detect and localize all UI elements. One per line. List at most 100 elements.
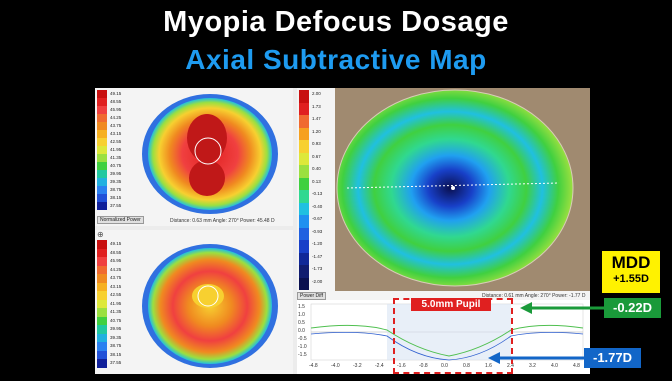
scale-label: 41.95 xyxy=(110,147,122,152)
y-tick-label: -1.5 xyxy=(298,352,307,358)
x-tick-label: -1.6 xyxy=(397,363,406,369)
scale-swatch xyxy=(97,282,107,291)
power-diff-button[interactable]: Power Diff xyxy=(297,292,326,300)
scale-swatch xyxy=(97,122,107,130)
scale-swatch xyxy=(97,325,107,334)
scale-swatch xyxy=(299,202,309,215)
map-panel-bottom-left: 49.15 48.55 45.95 44.25 43.75 43.15 42.55 41.95… xyxy=(95,230,293,374)
scale-swatch xyxy=(299,190,309,203)
pupil-label: 5.0mm Pupil xyxy=(411,298,491,311)
scale-label: -1.47 xyxy=(312,253,323,259)
x-tick-label: -3.2 xyxy=(353,363,362,369)
scale-label: -1.73 xyxy=(312,266,323,271)
scale-swatch xyxy=(97,186,107,194)
scale-label: 41.35 xyxy=(110,309,122,314)
scale-label: 1.20 xyxy=(312,128,321,134)
scale-label: 39.95 xyxy=(110,171,122,176)
scale-swatch xyxy=(97,138,107,146)
scale-swatch xyxy=(97,274,107,283)
x-tick-label: -2.4 xyxy=(375,363,384,369)
scale-swatch xyxy=(97,170,107,178)
scale-swatch xyxy=(97,98,107,106)
scale-swatch xyxy=(97,291,107,300)
scale-label: -2.00 xyxy=(312,278,323,284)
scale-swatch xyxy=(97,162,107,170)
scale-swatch xyxy=(299,115,309,128)
x-tick-label: 1.6 xyxy=(485,363,492,369)
scale-swatch xyxy=(299,177,309,190)
mdd-badge: MDD +1.55D xyxy=(602,251,660,293)
x-tick-label: 4.0 xyxy=(551,363,558,369)
scale-label: 39.35 xyxy=(110,334,122,340)
subtractive-map-panel: 2.00 1.73 1.47 1.20 0.93 0.67 0.40 0.13 -0.13 -0.… xyxy=(297,88,590,298)
crosshair-icon[interactable]: ⊕ xyxy=(97,230,104,239)
x-tick-label: -4.0 xyxy=(331,363,340,369)
scale-swatch xyxy=(97,154,107,162)
scale-label: 37.55 xyxy=(110,360,122,365)
scale-swatch xyxy=(299,265,309,278)
scale-swatch xyxy=(97,350,107,359)
scale-label: 41.35 xyxy=(110,155,122,160)
scale-label: 42.55 xyxy=(110,139,122,144)
scale-swatch xyxy=(299,90,309,103)
scale-swatch xyxy=(299,165,309,178)
x-tick-label: 0.0 xyxy=(441,363,448,369)
scale-swatch xyxy=(97,146,107,154)
normalized-power-map-bottom xyxy=(142,244,278,368)
scale-swatch xyxy=(299,252,309,265)
normalized-power-button[interactable]: Normalized Power xyxy=(97,216,144,224)
green-value-tag: -0.22D xyxy=(604,298,661,318)
scale-swatch xyxy=(97,114,107,122)
y-tick-label: -1.0 xyxy=(298,344,307,350)
scale-label: 44.25 xyxy=(110,266,122,272)
profile-graph xyxy=(310,303,584,361)
y-tick-label: 0.5 xyxy=(298,320,305,326)
x-tick-label: -4.8 xyxy=(309,363,318,369)
y-tick-label: 1.0 xyxy=(298,312,305,318)
scale-label: 44.25 xyxy=(110,115,122,120)
x-tick-label: -0.8 xyxy=(419,363,428,369)
scale-swatch xyxy=(97,265,107,274)
map-panel-top-left: 49.15 48.55 45.95 44.25 43.75 43.15 42.55 41.95… xyxy=(95,88,293,226)
scale-label: 1.47 xyxy=(312,116,321,121)
scale-label: -1.20 xyxy=(312,241,323,246)
scale-swatch xyxy=(97,194,107,202)
status-readout-top: Distance: 0.63 mm Angle: 270° Power: 45.… xyxy=(170,218,275,224)
scale-label: 2.00 xyxy=(312,91,321,96)
scale-label: 45.95 xyxy=(110,258,122,263)
right-status-bar: Power Diff Distance: 0.61 mm Angle: 270°… xyxy=(297,291,590,300)
topography-app-window: 49.15 48.55 45.95 44.25 43.75 43.15 42.55 41.95… xyxy=(95,88,590,374)
scale-label: 43.15 xyxy=(110,131,122,136)
x-tick-label: 2.4 xyxy=(507,363,514,369)
scale-label: -0.93 xyxy=(312,228,323,234)
scale-label: 43.15 xyxy=(110,283,122,289)
scale-swatch xyxy=(299,102,309,115)
x-tick-label: 4.8 xyxy=(573,363,580,369)
scale-label: 0.40 xyxy=(312,166,321,171)
scale-swatch xyxy=(97,333,107,342)
scale-swatch xyxy=(299,227,309,240)
scale-label: 1.73 xyxy=(312,103,321,109)
scale-swatch xyxy=(97,316,107,325)
scale-label: 0.67 xyxy=(312,153,321,159)
x-tick-label: 3.2 xyxy=(529,363,536,369)
scale-swatch xyxy=(97,90,107,98)
scale-label: 37.55 xyxy=(110,203,122,208)
scale-label: 49.15 xyxy=(110,241,122,246)
y-tick-label: 0.0 xyxy=(298,328,305,334)
scale-label: 48.55 xyxy=(110,249,122,255)
mdd-value: +1.55D xyxy=(613,273,649,285)
scale-swatch xyxy=(97,342,107,351)
x-tick-label: 0.8 xyxy=(463,363,470,369)
scale-label: -0.40 xyxy=(312,203,323,209)
scale-swatch xyxy=(97,308,107,317)
slide-subtitle: Axial Subtractive Map xyxy=(185,44,487,75)
scale-label: 48.55 xyxy=(110,99,122,104)
scale-swatch xyxy=(97,299,107,308)
scale-label: 43.75 xyxy=(110,123,122,128)
scale-label: 38.15 xyxy=(110,351,122,357)
normalized-power-map-top xyxy=(142,94,278,214)
scale-label: 43.75 xyxy=(110,275,122,280)
scale-swatch xyxy=(97,178,107,186)
scale-label: 40.75 xyxy=(110,317,122,323)
